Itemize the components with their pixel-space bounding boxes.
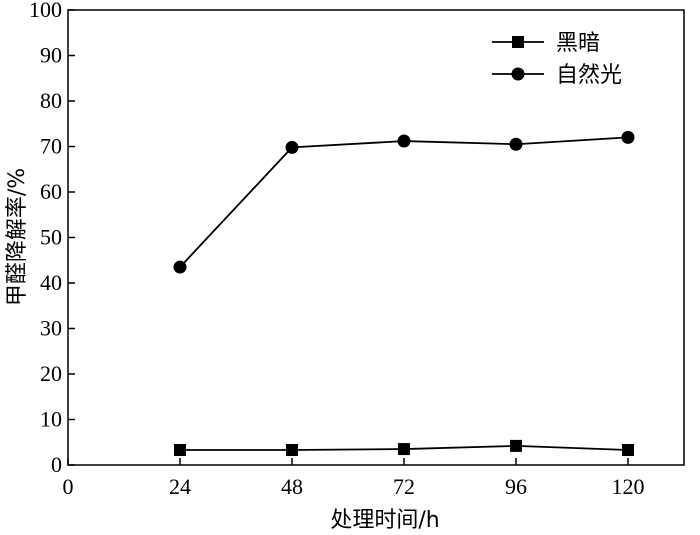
- series-line: [179, 136, 629, 268]
- y-axis-title: 甲醛降解率/%: [5, 168, 30, 306]
- y-tick-label: 10: [40, 407, 62, 432]
- legend-label: 自然光: [556, 63, 622, 88]
- x-tick-label: 24: [169, 474, 191, 499]
- data-point-circle: [173, 260, 187, 274]
- data-point-square: [512, 36, 524, 48]
- x-axis-title: 处理时间/h: [330, 508, 439, 533]
- legend-item: 自然光: [492, 63, 622, 88]
- series-layer: [173, 130, 635, 456]
- data-point-circle: [397, 134, 411, 148]
- y-tick-label: 100: [29, 0, 62, 22]
- data-point-circle: [285, 140, 299, 154]
- legend-label: 黑暗: [556, 31, 600, 56]
- data-point-circle: [621, 130, 635, 144]
- data-point-square: [398, 443, 410, 456]
- data-point-square: [622, 443, 634, 456]
- data-point-square: [286, 443, 298, 456]
- y-tick-label: 60: [40, 179, 62, 204]
- data-point-square: [510, 439, 522, 452]
- legend-item: 黑暗: [492, 31, 600, 56]
- series-1: [174, 439, 634, 456]
- y-tick-label: 40: [40, 270, 62, 295]
- x-tick-label: 48: [281, 474, 303, 499]
- axis-ticks: 0 10 20 30 40 50 60 70 80 90 100 0 24 48 72 96 120: [29, 0, 645, 499]
- y-tick-label: 70: [40, 134, 62, 159]
- data-point-circle: [509, 137, 523, 151]
- series-2: [173, 130, 635, 274]
- x-tick-label: 120: [612, 474, 645, 499]
- x-tick-label: 0: [63, 474, 74, 499]
- x-tick-label: 96: [505, 474, 527, 499]
- y-tick-label: 80: [40, 88, 62, 113]
- y-tick-label: 0: [51, 452, 62, 477]
- y-tick-label: 20: [40, 361, 62, 386]
- data-point-circle: [511, 67, 525, 81]
- data-point-square: [174, 443, 186, 456]
- y-tick-label: 50: [40, 225, 62, 250]
- y-tick-label: 30: [40, 316, 62, 341]
- y-tick-label: 90: [40, 43, 62, 68]
- x-tick-label: 72: [393, 474, 415, 499]
